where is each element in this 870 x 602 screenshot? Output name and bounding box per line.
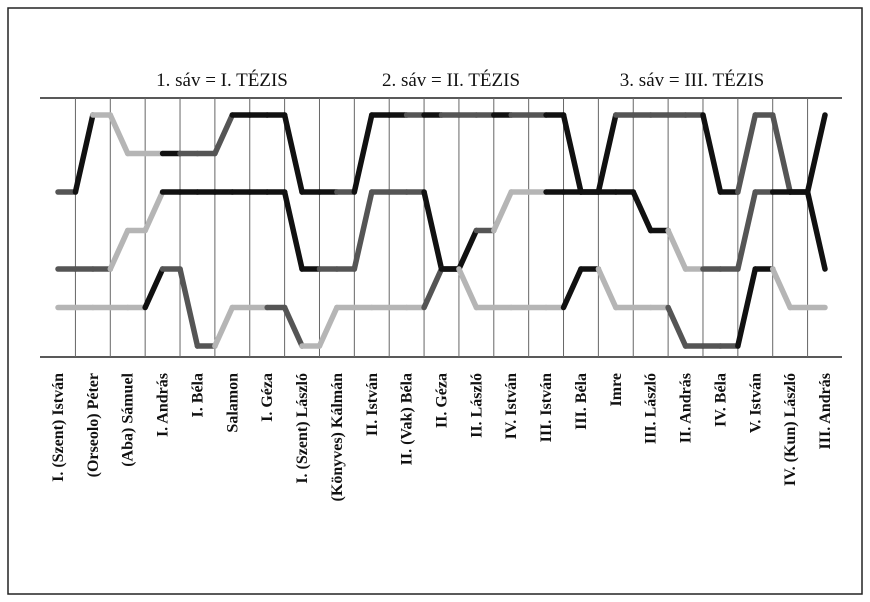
series-3-segment xyxy=(769,266,793,311)
band-labels: 1. sáv = I. TÉZIS 2. sáv = II. TÉZIS 3. … xyxy=(156,69,764,91)
x-tick-label: IV. (Kun) László xyxy=(782,373,799,486)
series-3-segment xyxy=(212,304,236,349)
series-2 xyxy=(55,189,828,272)
x-tick-label: Imre xyxy=(608,373,625,406)
band-label-2: 2. sáv = II. TÉZIS xyxy=(382,69,520,91)
x-tick-label: Salamon xyxy=(224,373,241,433)
x-tick-label: I. Géza xyxy=(259,373,276,422)
grid xyxy=(40,97,842,358)
x-tick-label: III. László xyxy=(643,373,660,444)
series-2-segment xyxy=(665,227,689,272)
series-3-segment xyxy=(177,266,201,349)
series-1-segment xyxy=(107,112,131,157)
series-3-segment xyxy=(735,266,759,349)
series-2-segment xyxy=(456,227,480,272)
series-1-segment xyxy=(212,112,236,157)
series-3-segment xyxy=(142,266,166,311)
series-1-segment xyxy=(700,112,724,195)
series-3 xyxy=(55,266,828,349)
series-1-segment xyxy=(804,112,828,195)
x-tick-label: III. András xyxy=(817,373,834,449)
series-1-segment xyxy=(560,112,584,195)
series-2-segment xyxy=(804,189,828,272)
x-tick-label: I. (Szent) László xyxy=(294,373,311,484)
x-tick-label: V. István xyxy=(747,373,764,433)
series-2-segment xyxy=(281,189,305,272)
series-2-segment xyxy=(735,189,759,272)
band-label-1: 1. sáv = I. TÉZIS xyxy=(156,69,288,91)
series-2-segment xyxy=(630,189,654,234)
series-1-segment xyxy=(735,112,759,195)
series-3-segment xyxy=(421,266,445,311)
series-2-segment xyxy=(107,227,131,272)
series-3-segment xyxy=(560,266,584,311)
series-1-segment xyxy=(595,112,619,195)
series-3-segment xyxy=(281,304,305,349)
series-3-segment xyxy=(595,266,619,311)
x-tick-label: IV. Béla xyxy=(712,373,729,427)
outer-border xyxy=(7,7,863,595)
series-2-segment xyxy=(491,189,514,234)
x-tick-label: IV. István xyxy=(503,373,520,440)
series-2-segment xyxy=(351,189,375,272)
x-tick-label: II. Géza xyxy=(434,373,451,428)
series-2-segment xyxy=(421,189,445,272)
series-1 xyxy=(55,112,828,195)
series-3-segment xyxy=(456,266,480,311)
series-3-segment xyxy=(316,304,340,349)
band-label-3: 3. sáv = III. TÉZIS xyxy=(620,69,764,91)
series-1-segment xyxy=(72,112,96,195)
series-1-segment xyxy=(769,112,793,195)
x-tick-label: II. (Vak) Béla xyxy=(399,373,416,465)
x-tick-label: III. Béla xyxy=(573,373,590,430)
x-tick-labels: I. (Szent) István (Orseolo) Péter (Aba) Sá… xyxy=(50,372,834,501)
x-tick-label: II. András xyxy=(678,373,695,443)
x-tick-label: I. (Szent) István xyxy=(50,373,67,482)
x-tick-label: I. Béla xyxy=(189,373,206,417)
series-layer xyxy=(55,112,828,349)
x-tick-label: (Könyves) Kálmán xyxy=(329,373,346,502)
series-1-segment xyxy=(351,112,375,195)
x-tick-label: II. István xyxy=(364,373,381,436)
x-tick-label: I. András xyxy=(155,373,172,437)
x-tick-label: III. István xyxy=(538,373,555,442)
x-tick-label: II. László xyxy=(468,373,485,438)
x-tick-label: (Orseolo) Péter xyxy=(85,373,102,477)
series-3-segment xyxy=(665,304,689,349)
x-tick-label: (Aba) Sámuel xyxy=(120,372,137,466)
series-1-segment xyxy=(281,112,305,195)
series-2-segment xyxy=(142,189,166,234)
